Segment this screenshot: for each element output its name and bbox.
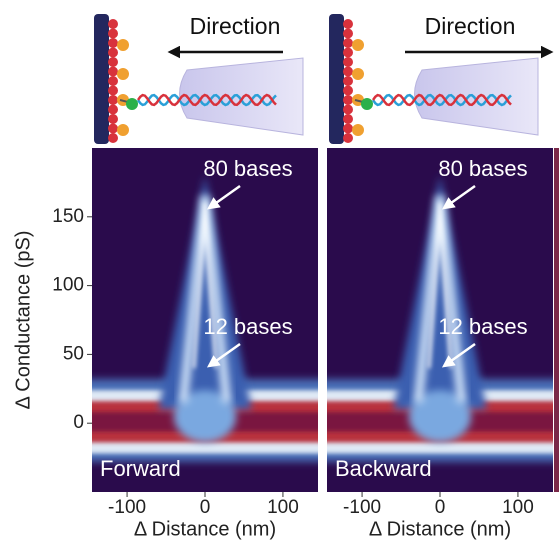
y-tick-label: 0 (73, 412, 84, 433)
y-tick-label: 100 (52, 275, 84, 296)
dna-strand (136, 93, 277, 107)
y-tick-label: 150 (52, 206, 84, 227)
molecule (108, 57, 118, 67)
x-tick-label: -100 (343, 497, 381, 518)
peak-ridge (427, 202, 453, 369)
molecule (343, 28, 353, 39)
y-axis-label: Δ Conductance (pS) (12, 230, 34, 409)
electrode (94, 14, 109, 144)
dna-strand (136, 93, 277, 107)
molecule (108, 28, 118, 39)
x-axis-label: Δ Distance (nm) (369, 518, 511, 540)
colorbar-edge (554, 148, 559, 492)
schematic: Direction (329, 13, 554, 144)
molecule (126, 98, 138, 110)
molecule (343, 133, 353, 143)
annotation: 12 bases (203, 314, 292, 339)
peak-core (413, 195, 467, 404)
molecule (343, 57, 353, 67)
molecule (108, 85, 118, 96)
annotation-arrow (206, 342, 241, 368)
annotation: 80 bases (438, 156, 527, 181)
molecule (108, 95, 118, 105)
x-tick-label: -100 (108, 497, 146, 518)
schematic: Direction (94, 13, 304, 144)
peak-ridge (192, 202, 218, 369)
molecule (343, 123, 353, 134)
molecule (343, 38, 353, 48)
annotation: 12 bases (438, 314, 527, 339)
molecule (352, 68, 364, 80)
direction-label: Direction (190, 13, 281, 39)
electrode (329, 14, 344, 144)
panel-label: Backward (335, 456, 432, 481)
dna-strand (371, 93, 512, 107)
dna-strand (371, 93, 512, 107)
molecule (108, 66, 118, 77)
molecule (117, 124, 129, 136)
molecule (108, 123, 118, 134)
annotation-arrow (441, 184, 476, 210)
molecule (343, 47, 353, 58)
y-tick-label: 50 (63, 343, 84, 364)
heatmap (327, 148, 553, 492)
molecule (343, 66, 353, 77)
molecule (343, 19, 353, 29)
molecule (108, 38, 118, 48)
molecule (343, 95, 353, 105)
x-tick-label: 0 (435, 497, 446, 518)
molecule (108, 104, 118, 115)
molecule (343, 104, 353, 115)
molecule (361, 98, 373, 110)
annotation-arrow (441, 342, 476, 368)
molecule (117, 39, 129, 51)
molecule (108, 19, 118, 29)
molecule (108, 76, 118, 86)
x-axis-label: Δ Distance (nm) (134, 518, 276, 540)
annotation: 80 bases (203, 156, 292, 181)
x-tick-label: 0 (200, 497, 211, 518)
annotation-arrow (206, 184, 241, 210)
molecule (343, 114, 353, 124)
molecule (343, 85, 353, 96)
molecule (108, 133, 118, 143)
peak-center (408, 390, 472, 443)
molecule (352, 39, 364, 51)
molecule (108, 114, 118, 124)
x-tick-label: 100 (502, 497, 534, 518)
molecule (117, 68, 129, 80)
peak-center (173, 390, 237, 443)
x-tick-label: 100 (267, 497, 299, 518)
direction-label: Direction (425, 13, 516, 39)
molecule (343, 76, 353, 86)
panel-label: Forward (100, 456, 181, 481)
molecule (352, 124, 364, 136)
molecule (108, 47, 118, 58)
peak-core (178, 195, 232, 404)
